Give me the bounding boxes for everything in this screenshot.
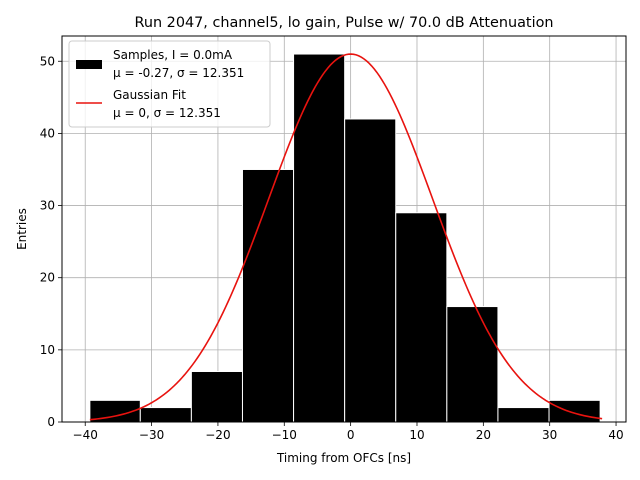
y-axis-label: Entries <box>15 208 29 250</box>
histogram-bar <box>293 53 346 423</box>
legend-samples-swatch <box>76 60 102 69</box>
x-tick-label: 10 <box>409 428 424 442</box>
y-tick-label: 50 <box>40 54 55 68</box>
y-tick-label: 0 <box>47 415 55 429</box>
histogram-bar <box>139 407 192 423</box>
y-tick-label: 30 <box>40 199 55 213</box>
histogram-bar <box>395 212 448 423</box>
x-tick-label: −10 <box>272 428 297 442</box>
histogram-bar <box>497 407 550 423</box>
y-tick-label: 10 <box>40 343 55 357</box>
x-tick-label: 30 <box>542 428 557 442</box>
y-tick-label: 40 <box>40 126 55 140</box>
y-axis-ticks: 0 10 20 30 40 50 <box>40 54 62 429</box>
legend-fit-stats: μ = 0, σ = 12.351 <box>113 106 221 120</box>
legend-samples-label: Samples, I = 0.0mA <box>113 48 233 62</box>
x-tick-label: −30 <box>139 428 164 442</box>
x-tick-label: −40 <box>73 428 98 442</box>
histogram-bar <box>344 118 397 423</box>
x-tick-label: −20 <box>205 428 230 442</box>
y-tick-label: 20 <box>40 271 55 285</box>
histogram-bars <box>89 53 601 423</box>
gaussian-fit-curve <box>89 53 603 421</box>
x-tick-label: 0 <box>347 428 355 442</box>
histogram-bar <box>241 168 295 423</box>
legend-fit-label: Gaussian Fit <box>113 88 186 102</box>
legend-box <box>68 40 271 128</box>
histogram-bar <box>190 370 243 423</box>
histogram-bar <box>548 399 601 423</box>
x-axis-ticks: −40 −30 −20 −10 0 10 20 30 40 <box>73 422 624 442</box>
legend-samples-stats: μ = -0.27, σ = 12.351 <box>113 66 244 80</box>
x-tick-label: 40 <box>608 428 623 442</box>
histogram-bar <box>446 306 499 423</box>
chart-title: Run 2047, channel5, lo gain, Pulse w/ 70… <box>135 15 554 31</box>
x-axis-label: Timing from OFCs [ns] <box>276 451 411 465</box>
x-tick-label: 20 <box>476 428 491 442</box>
legend: Samples, I = 0.0mA μ = -0.27, σ = 12.351… <box>68 40 271 128</box>
plot-frame <box>61 35 627 423</box>
